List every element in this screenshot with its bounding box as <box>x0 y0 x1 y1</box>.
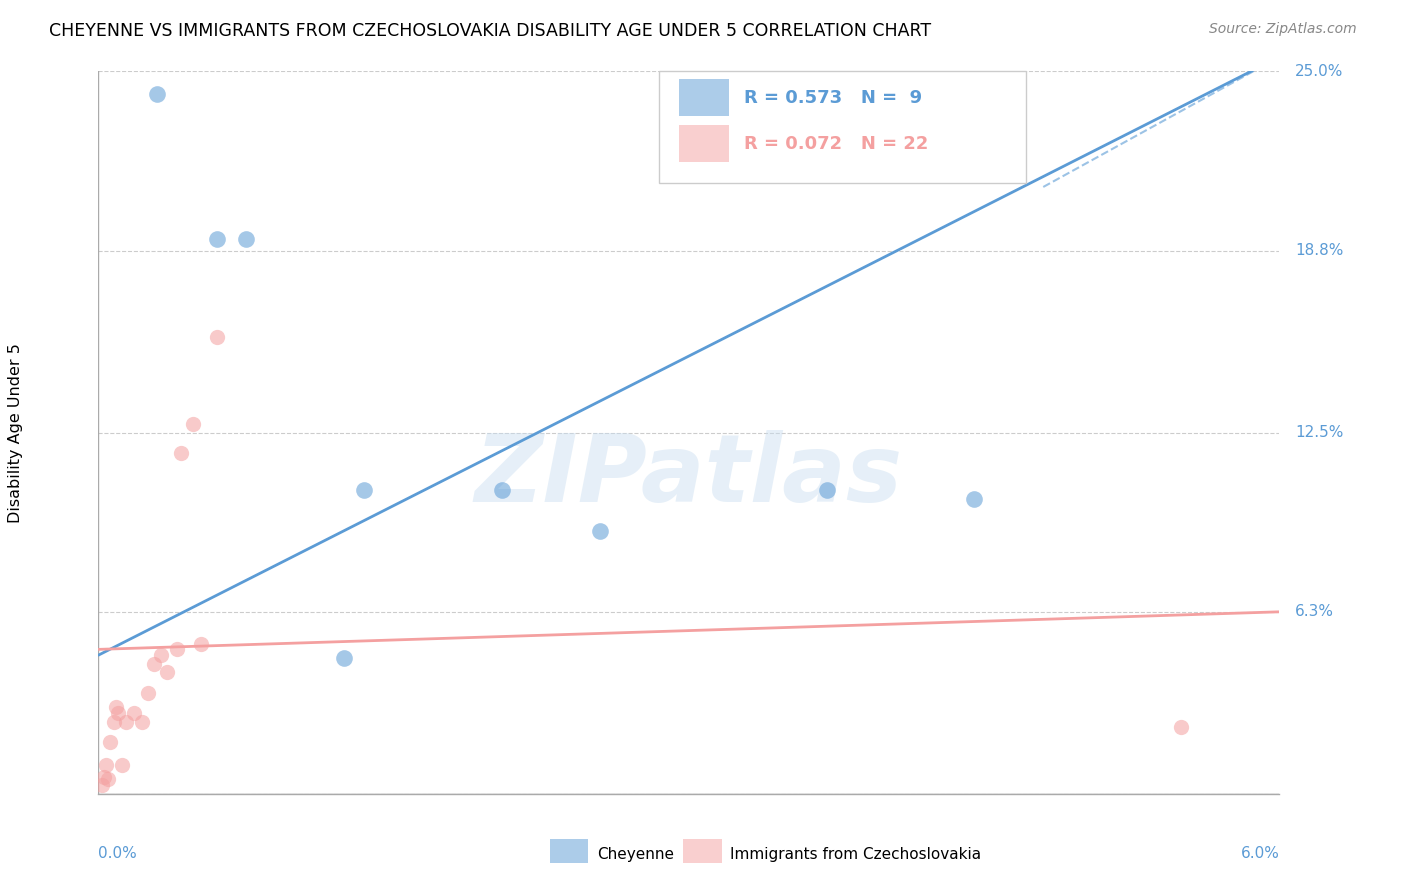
Text: Source: ZipAtlas.com: Source: ZipAtlas.com <box>1209 22 1357 37</box>
Text: 6.0%: 6.0% <box>1240 846 1279 861</box>
Text: 12.5%: 12.5% <box>1295 425 1344 440</box>
Text: R = 0.573   N =  9: R = 0.573 N = 9 <box>744 88 922 107</box>
Text: Immigrants from Czechoslovakia: Immigrants from Czechoslovakia <box>730 847 981 862</box>
Text: CHEYENNE VS IMMIGRANTS FROM CZECHOSLOVAKIA DISABILITY AGE UNDER 5 CORRELATION CH: CHEYENNE VS IMMIGRANTS FROM CZECHOSLOVAK… <box>49 22 931 40</box>
FancyBboxPatch shape <box>679 125 730 162</box>
Text: Cheyenne: Cheyenne <box>596 847 673 862</box>
Text: 0.0%: 0.0% <box>98 846 138 861</box>
Text: Disability Age Under 5: Disability Age Under 5 <box>8 343 24 523</box>
Text: 25.0%: 25.0% <box>1295 64 1344 78</box>
Text: ZIPatlas: ZIPatlas <box>475 430 903 522</box>
Text: 6.3%: 6.3% <box>1295 604 1334 619</box>
Text: 18.8%: 18.8% <box>1295 243 1344 258</box>
Text: R = 0.072   N = 22: R = 0.072 N = 22 <box>744 135 929 153</box>
FancyBboxPatch shape <box>659 71 1025 184</box>
FancyBboxPatch shape <box>679 79 730 116</box>
